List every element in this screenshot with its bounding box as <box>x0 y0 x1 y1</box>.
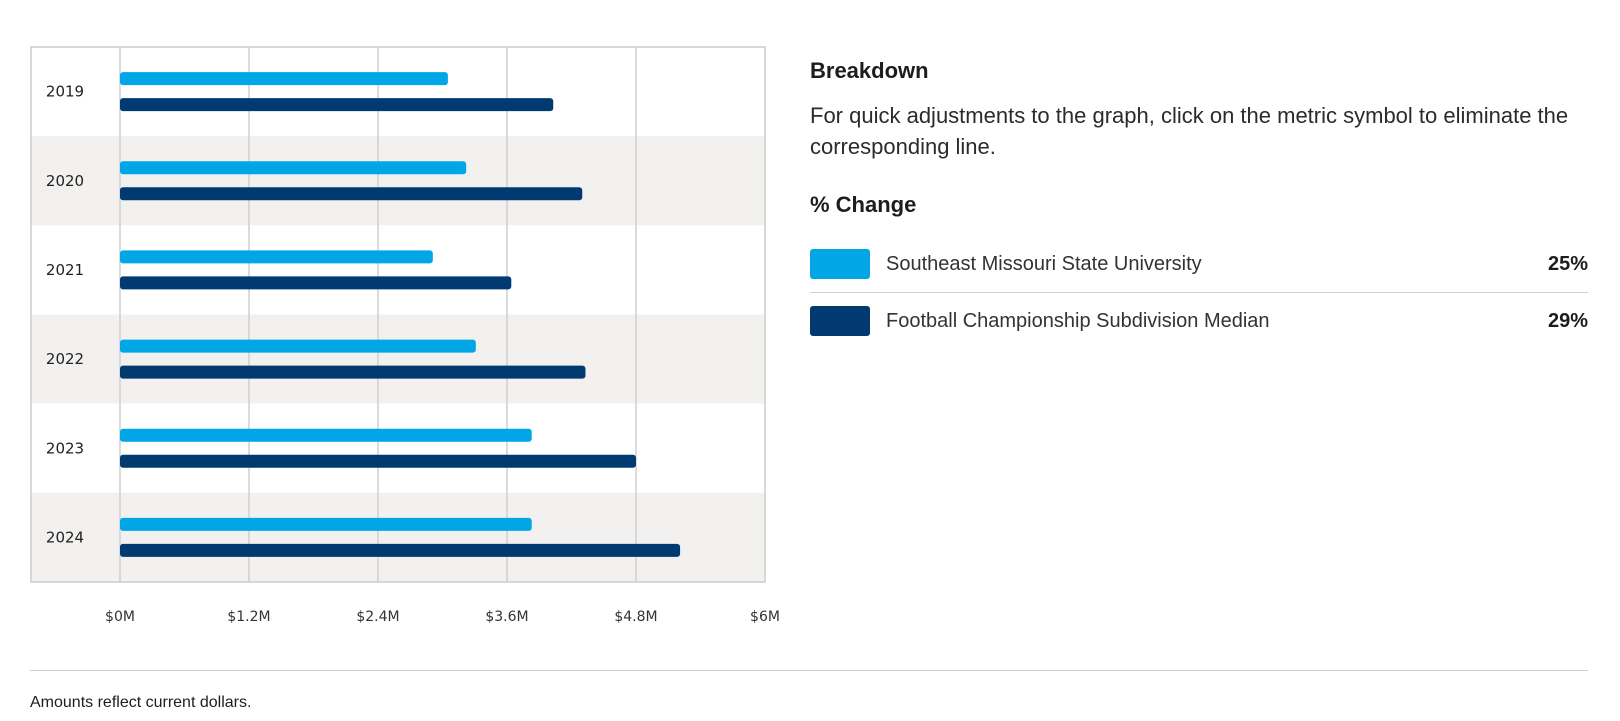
legend-item-fcs-median[interactable]: Football Championship Subdivision Median… <box>810 292 1588 349</box>
legend-percent-change: 29% <box>1547 309 1588 332</box>
bar-fcs-median-2024 <box>120 543 681 557</box>
legend-label: Football Championship Subdivision Median <box>886 309 1270 332</box>
legend-swatch-southeast-missouri[interactable] <box>810 249 870 279</box>
year-label: 2019 <box>46 83 84 101</box>
year-label: 2021 <box>46 261 84 279</box>
year-label: 2024 <box>46 528 84 546</box>
legend-swatch-fcs-median[interactable] <box>810 306 870 336</box>
bar-fcs-median-2023 <box>120 454 636 468</box>
row-band <box>31 403 765 493</box>
bar-southeast-missouri-2019 <box>120 72 448 86</box>
row-band <box>31 225 765 315</box>
year-label: 2023 <box>46 439 84 457</box>
bar-fcs-median-2020 <box>120 187 583 201</box>
x-tick-label: $6M <box>750 609 780 625</box>
legend-item-southeast-missouri[interactable]: Southeast Missouri State University 25% <box>810 236 1588 292</box>
x-tick-label: $2.4M <box>356 609 399 625</box>
row-band <box>31 136 765 226</box>
x-tick-label: $1.2M <box>227 609 270 625</box>
percent-change-title: % Change <box>810 192 917 217</box>
bar-southeast-missouri-2022 <box>120 339 476 353</box>
footer-divider <box>30 670 1588 671</box>
row-band <box>31 492 765 582</box>
bar-southeast-missouri-2020 <box>120 161 467 175</box>
row-band <box>31 314 765 404</box>
bar-fcs-median-2022 <box>120 365 586 379</box>
legend-label: Southeast Missouri State University <box>886 252 1202 275</box>
bar-southeast-missouri-2023 <box>120 428 532 442</box>
x-tick-label: $3.6M <box>485 609 528 625</box>
x-tick-label: $0M <box>105 609 135 625</box>
bar-chart: 2019 2020 2021 2022 2023 2024 $0M $1.2M $2.4M $3.… <box>30 46 780 625</box>
bar-fcs-median-2019 <box>120 98 554 112</box>
legend-percent-change: 25% <box>1547 252 1588 275</box>
row-band <box>31 47 765 137</box>
plot-frame <box>30 46 766 583</box>
year-label: 2020 <box>46 172 84 190</box>
breakdown-description: For quick adjustments to the graph, clic… <box>810 103 1569 159</box>
bar-southeast-missouri-2024 <box>120 517 532 531</box>
bar-fcs-median-2021 <box>120 276 512 290</box>
breakdown-title: Breakdown <box>810 58 929 83</box>
year-label: 2022 <box>46 350 84 368</box>
legend-list: Southeast Missouri State University 25% … <box>810 236 1588 349</box>
breakdown-panel: Breakdown For quick adjustments to the g… <box>810 58 1588 349</box>
x-tick-label: $4.8M <box>614 609 657 625</box>
footnote: Amounts reflect current dollars. <box>30 694 252 711</box>
bar-southeast-missouri-2021 <box>120 250 433 264</box>
